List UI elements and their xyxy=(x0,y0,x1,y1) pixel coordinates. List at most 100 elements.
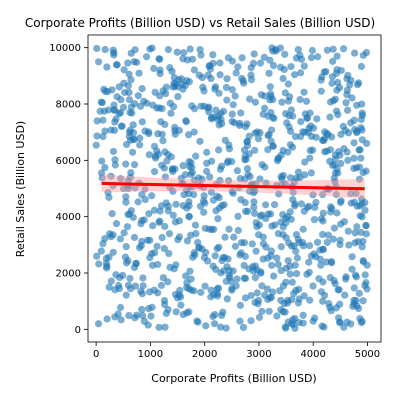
scatter-point xyxy=(253,289,261,297)
scatter-point xyxy=(172,261,180,269)
scatter-point xyxy=(317,261,325,269)
scatter-point xyxy=(354,304,363,313)
scatter-point xyxy=(326,157,334,165)
scatter-point xyxy=(321,135,329,143)
scatter-point xyxy=(268,261,276,269)
scatter-point xyxy=(297,55,306,63)
scatter-point xyxy=(294,46,302,54)
scatter-point xyxy=(157,202,166,210)
scatter-point xyxy=(136,141,144,149)
scatter-point xyxy=(210,320,219,328)
scatter-point xyxy=(94,320,103,328)
scatter-point xyxy=(283,119,291,127)
scatter-point xyxy=(295,285,303,293)
scatter-point xyxy=(291,314,299,323)
scatter-point xyxy=(310,216,319,224)
scatter-point xyxy=(125,96,134,104)
scatter-point xyxy=(221,233,229,241)
scatter-point xyxy=(286,141,295,149)
scatter-point xyxy=(208,157,216,165)
scatter-point xyxy=(253,128,261,136)
scatter-point xyxy=(164,46,172,54)
scatter-point xyxy=(284,257,292,265)
scatter-point xyxy=(161,222,169,231)
scatter-point xyxy=(122,259,131,267)
scatter-point xyxy=(353,101,361,109)
scatter-point xyxy=(231,242,240,250)
scatter-point xyxy=(215,194,223,202)
scatter-point xyxy=(186,267,194,275)
scatter-point xyxy=(297,69,305,77)
scatter-point xyxy=(357,62,366,71)
scatter-point xyxy=(109,248,117,256)
scatter-point xyxy=(250,203,258,211)
scatter-point xyxy=(116,235,124,243)
scatter-point xyxy=(264,210,272,218)
scatter-point xyxy=(330,224,339,232)
scatter-point xyxy=(136,102,145,110)
scatter-point xyxy=(228,86,236,94)
scatter-point xyxy=(138,118,146,126)
scatter-point xyxy=(287,62,295,71)
scatter-point xyxy=(111,161,119,169)
scatter-point xyxy=(222,277,230,285)
scatter-point xyxy=(281,50,289,58)
scatter-point xyxy=(207,293,215,301)
scatter-point xyxy=(357,319,366,327)
scatter-point xyxy=(93,252,101,260)
scatter-point xyxy=(319,278,327,286)
scatter-point xyxy=(277,306,285,314)
scatter-point xyxy=(324,231,332,239)
scatter-point xyxy=(357,115,365,124)
scatter-point xyxy=(142,53,151,61)
scatter-point xyxy=(329,235,337,243)
scatter-point xyxy=(150,168,159,176)
scatter-point xyxy=(296,96,304,104)
scatter-point xyxy=(124,59,132,67)
scatter-point xyxy=(355,175,364,183)
scatter-point xyxy=(110,126,119,134)
scatter-point xyxy=(337,197,345,205)
scatter-point xyxy=(211,252,219,260)
scatter-point xyxy=(358,136,366,144)
scatter-point xyxy=(92,141,100,149)
scatter-point xyxy=(299,319,307,327)
scatter-point xyxy=(109,46,117,54)
scatter-point xyxy=(299,238,307,247)
scatter-point xyxy=(138,237,146,245)
scatter-point xyxy=(306,154,314,162)
scatter-point xyxy=(172,200,180,208)
scatter-point xyxy=(273,254,281,262)
scatter-point xyxy=(279,223,287,231)
scatter-point xyxy=(257,269,265,277)
scatter-point xyxy=(272,47,280,55)
scatter-point xyxy=(359,256,367,265)
scatter-point xyxy=(279,146,287,155)
scatter-point xyxy=(125,70,133,78)
scatter-point xyxy=(174,92,182,101)
scatter-point xyxy=(348,253,356,261)
scatter-point xyxy=(350,154,358,162)
scatter-point xyxy=(103,63,111,71)
scatter-point xyxy=(130,161,139,169)
scatter-point xyxy=(129,121,137,129)
scatter-point xyxy=(183,237,192,245)
scatter-point xyxy=(256,212,265,220)
scatter-point xyxy=(216,323,225,331)
scatter-point xyxy=(269,61,278,70)
scatter-point xyxy=(260,53,268,61)
scatter-point xyxy=(156,92,164,100)
scatter-point xyxy=(111,156,119,164)
scatter-point xyxy=(251,146,259,154)
x-tick-label: 0 xyxy=(93,349,99,360)
scatter-point xyxy=(313,115,321,123)
scatter-point xyxy=(156,217,164,225)
scatter-point xyxy=(256,175,264,183)
scatter-point xyxy=(214,215,222,223)
scatter-point xyxy=(302,97,311,105)
scatter-point xyxy=(175,217,183,225)
scatter-point xyxy=(232,282,240,290)
scatter-point xyxy=(236,301,244,309)
scatter-point xyxy=(164,207,172,215)
